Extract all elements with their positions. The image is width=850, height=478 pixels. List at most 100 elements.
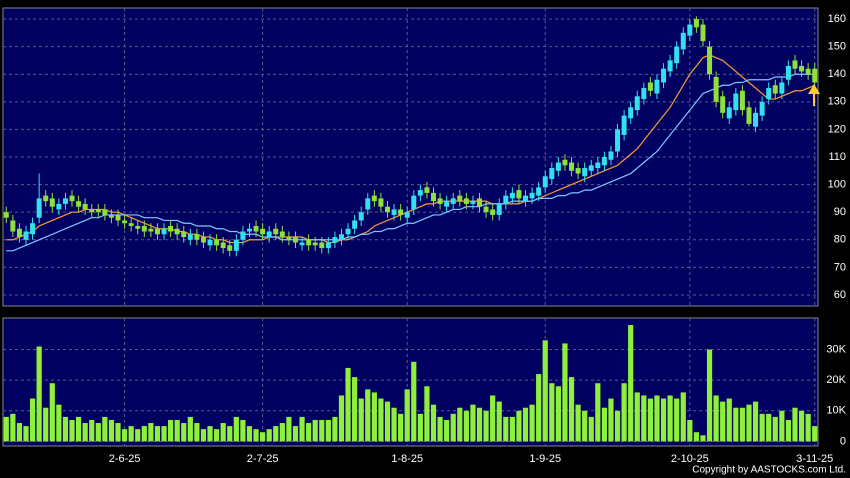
volume-bar [115,423,121,442]
volume-bar [785,419,792,442]
candle-body [404,212,410,218]
candle-body [154,228,160,235]
volume-bar [75,416,82,442]
volume-bar [496,401,502,442]
volume-bar [562,343,568,442]
moving-average-line [6,73,815,252]
x-tick-label: 2-7-25 [247,453,279,465]
candle-body [812,68,818,83]
volume-bar [352,377,358,442]
candle-body [384,206,390,213]
candle-body [168,225,174,232]
candle-body [352,220,358,229]
volume-bar [161,426,167,442]
volume-bar [522,407,529,442]
candle-body [279,231,285,238]
candle-body [411,195,417,210]
volume-bar [628,325,634,442]
candle-body [680,32,686,50]
candle-body [792,60,798,69]
volume-bar [660,398,667,442]
candle-body [345,228,351,235]
candle-body [549,168,555,180]
volume-bar [398,413,404,442]
candle-body [246,228,252,232]
volume-bar [332,416,338,442]
candle-body [621,115,627,135]
volume-bar [23,426,29,442]
candle-body [16,228,22,238]
volume-bar [148,423,154,442]
candle-body [233,239,239,251]
candle-body [95,209,101,213]
candle-body [108,214,114,218]
candle-body [240,231,246,240]
candle-body [529,192,535,199]
candle-body [799,65,805,72]
candle-body [128,223,134,226]
volume-bar [733,407,739,442]
candle-body [647,82,653,91]
candle-body [273,228,279,235]
candle-body [693,19,699,28]
candle-body [194,234,200,240]
candle-body [444,201,450,207]
candle-body [187,234,193,240]
volume-bar [595,383,601,442]
candle-body [542,176,548,188]
volume-bar [181,423,187,442]
volume-bar [798,410,805,442]
candle-body [726,107,732,119]
copyright: Copyright by AASTOCKS.com Ltd. [692,465,846,476]
candle-body [779,82,785,94]
volume-bar [404,389,410,442]
candle-body [733,93,739,111]
volume-bar [102,416,108,442]
candle-body [62,198,68,204]
volume-bar [411,361,417,442]
candle-body [306,239,312,246]
volume-bar [720,401,726,442]
volume-bar [108,419,115,442]
candle-body [562,159,568,166]
candle-body [220,242,226,249]
candle-body [325,242,331,249]
volume-bar [746,404,752,442]
volume-bar [772,416,778,442]
volume-bar [470,404,476,442]
candle-body [36,198,42,218]
volume-bar [378,398,384,442]
volume-bar [654,395,660,442]
volume-bar [227,426,233,442]
x-tick-label: 1-8-25 [391,453,423,465]
volume-bar [207,426,213,442]
volume-bar [391,407,397,442]
volume-bar [371,392,377,442]
candle-body [470,201,476,204]
y-tick-label: 110 [828,151,846,163]
candle-body [122,220,128,224]
volume-bar [365,389,371,442]
y-tick-label: 0 [840,435,846,447]
candle-body [174,228,180,235]
volume-bar [49,383,55,442]
volume-bar [779,410,785,442]
candle-body [286,237,292,240]
y-tick-label: 10K [826,405,846,417]
candle-body [76,201,82,207]
candle-body [391,209,397,215]
volume-bar [194,423,200,442]
candle-body [490,209,496,215]
candle-body [10,220,16,232]
volume-bar [62,416,69,442]
volume-bar [430,404,437,442]
volume-bar [582,410,588,442]
candle-body [582,168,588,177]
y-tick-label: 60 [834,289,846,301]
candle-body [292,237,298,243]
candle-body [56,203,62,210]
candle-body [536,187,542,196]
volume-bar [713,395,719,442]
candle-body [720,96,726,113]
volume-bar [805,413,811,442]
